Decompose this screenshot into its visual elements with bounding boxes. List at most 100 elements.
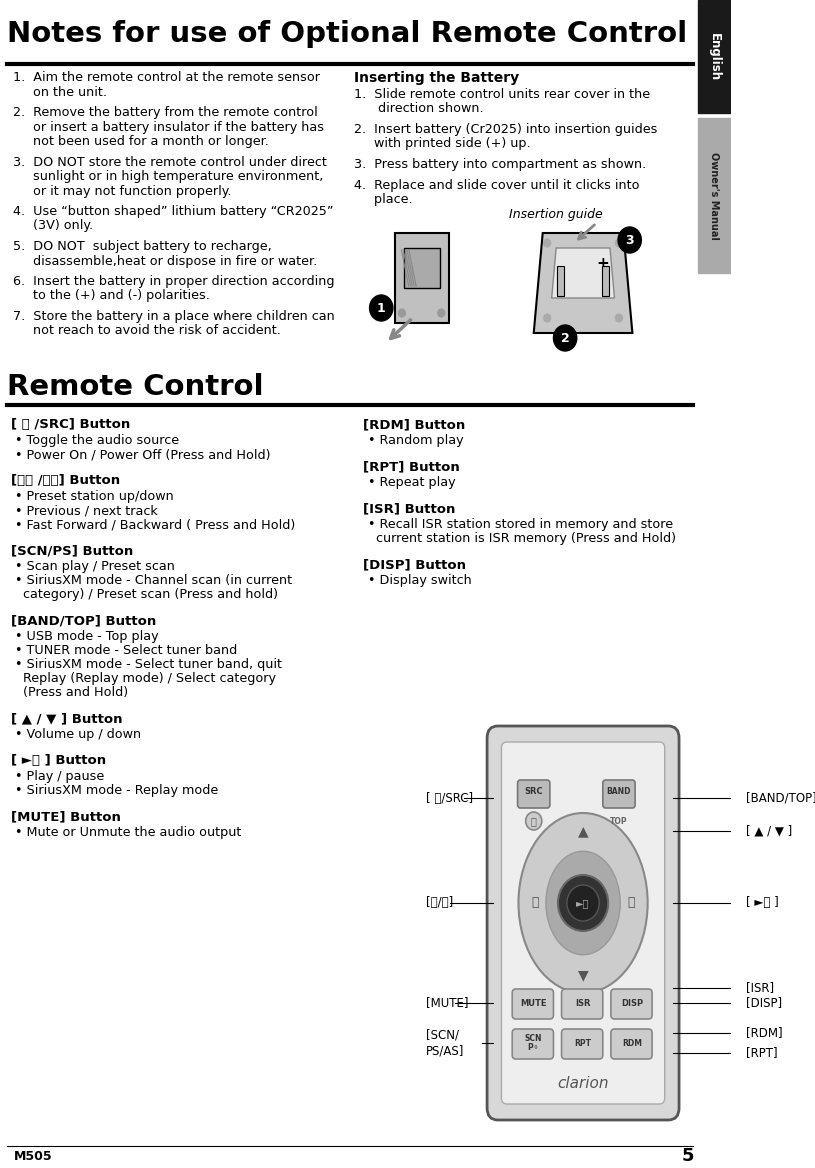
Bar: [602, 266, 609, 296]
Text: [SCN/PS] Button: [SCN/PS] Button: [11, 544, 133, 557]
Text: TOP: TOP: [610, 816, 628, 826]
Circle shape: [544, 239, 551, 246]
Text: to the (+) and (-) polarities.: to the (+) and (-) polarities.: [14, 290, 210, 303]
Text: RDM: RDM: [623, 1038, 642, 1048]
Text: [⏮/⏭]: [⏮/⏭]: [426, 897, 453, 910]
Text: 3.  DO NOT store the remote control under direct: 3. DO NOT store the remote control under…: [14, 155, 328, 168]
Circle shape: [615, 314, 623, 322]
Circle shape: [369, 296, 393, 321]
Text: not reach to avoid the risk of accident.: not reach to avoid the risk of accident.: [14, 325, 281, 338]
Text: [RDM] Button: [RDM] Button: [363, 418, 465, 431]
Text: Replay (Replay mode) / Select category: Replay (Replay mode) / Select category: [24, 672, 276, 684]
Text: 3.  Press battery into compartment as shown.: 3. Press battery into compartment as sho…: [355, 158, 646, 171]
Text: Notes for use of Optional Remote Control: Notes for use of Optional Remote Control: [7, 20, 687, 48]
Text: Inserting the Battery: Inserting the Battery: [355, 71, 519, 85]
Text: ⏻: ⏻: [531, 816, 536, 826]
Text: not been used for a month or longer.: not been used for a month or longer.: [14, 135, 269, 148]
FancyBboxPatch shape: [562, 989, 603, 1018]
Text: 7.  Store the battery in a place where children can: 7. Store the battery in a place where ch…: [14, 310, 335, 324]
Text: [ ⏻ /SRC] Button: [ ⏻ /SRC] Button: [11, 418, 130, 431]
Text: [DISP] Button: [DISP] Button: [363, 558, 466, 571]
Text: or it may not function properly.: or it may not function properly.: [14, 185, 232, 197]
FancyBboxPatch shape: [518, 780, 550, 808]
Text: sunlight or in high temperature environment,: sunlight or in high temperature environm…: [14, 171, 324, 183]
Text: M505: M505: [14, 1149, 52, 1162]
Text: Owner's Manual: Owner's Manual: [709, 152, 719, 239]
Text: • Toggle the audio source: • Toggle the audio source: [15, 434, 179, 447]
Text: • TUNER mode - Select tuner band: • TUNER mode - Select tuner band: [15, 644, 237, 656]
FancyBboxPatch shape: [487, 726, 679, 1120]
Text: [ ▲ / ▼ ]: [ ▲ / ▼ ]: [747, 825, 792, 837]
Text: SCN
P⚬: SCN P⚬: [525, 1034, 543, 1052]
Text: 2: 2: [561, 332, 570, 345]
Polygon shape: [552, 248, 615, 298]
Text: Remote Control: Remote Control: [7, 373, 264, 401]
Text: 1: 1: [377, 301, 385, 314]
Text: • SiriusXM mode - Channel scan (in current: • SiriusXM mode - Channel scan (in curre…: [15, 573, 293, 588]
Text: current station is ISR memory (Press and Hold): current station is ISR memory (Press and…: [376, 531, 676, 545]
Text: DISP: DISP: [621, 999, 644, 1008]
Text: • Previous / next track: • Previous / next track: [15, 505, 158, 517]
Text: [RPT]: [RPT]: [747, 1047, 778, 1059]
FancyBboxPatch shape: [611, 989, 652, 1018]
Text: [RDM]: [RDM]: [747, 1027, 783, 1040]
Text: Insertion guide: Insertion guide: [509, 208, 603, 221]
Bar: [698, 118, 731, 273]
Text: [ ►⏸ ] Button: [ ►⏸ ] Button: [11, 755, 106, 767]
Text: [SCN/
PS/AS]: [SCN/ PS/AS]: [426, 1029, 465, 1057]
Text: RPT: RPT: [575, 1038, 592, 1048]
Text: or insert a battery insulator if the battery has: or insert a battery insulator if the bat…: [14, 120, 324, 133]
Text: [ISR] Button: [ISR] Button: [363, 502, 456, 515]
Text: 1.  Slide remote control units rear cover in the: 1. Slide remote control units rear cover…: [355, 88, 650, 100]
Text: • Power On / Power Off (Press and Hold): • Power On / Power Off (Press and Hold): [15, 449, 271, 461]
Text: ⏭: ⏭: [628, 897, 635, 910]
FancyBboxPatch shape: [562, 1029, 603, 1059]
Text: • Scan play / Preset scan: • Scan play / Preset scan: [15, 559, 175, 573]
Text: 4.  Replace and slide cover until it clicks into: 4. Replace and slide cover until it clic…: [355, 179, 640, 192]
Text: with printed side (+) up.: with printed side (+) up.: [355, 138, 531, 151]
Text: [ ►⏸ ]: [ ►⏸ ]: [747, 897, 779, 910]
Text: ISR: ISR: [575, 999, 591, 1008]
Text: • Fast Forward / Backward ( Press and Hold): • Fast Forward / Backward ( Press and Ho…: [15, 517, 296, 531]
Text: direction shown.: direction shown.: [355, 103, 484, 116]
Text: [BAND/TOP]: [BAND/TOP]: [747, 792, 815, 805]
Text: • Random play: • Random play: [368, 434, 464, 447]
Circle shape: [558, 875, 608, 931]
Text: disassemble,heat or dispose in fire or water.: disassemble,heat or dispose in fire or w…: [14, 255, 318, 267]
Text: [MUTE]: [MUTE]: [426, 996, 469, 1009]
Text: BAND: BAND: [606, 787, 631, 797]
Text: [⏮⏮ /⏭⏭] Button: [⏮⏮ /⏭⏭] Button: [11, 474, 120, 487]
Circle shape: [618, 227, 641, 253]
Text: • Preset station up/down: • Preset station up/down: [15, 491, 174, 503]
FancyBboxPatch shape: [501, 742, 665, 1104]
Text: English: English: [707, 33, 720, 81]
Text: ►⏸: ►⏸: [576, 898, 590, 908]
Text: 5: 5: [681, 1147, 694, 1164]
Ellipse shape: [518, 813, 648, 993]
Text: [BAND/TOP] Button: [BAND/TOP] Button: [11, 614, 156, 627]
Text: [DISP]: [DISP]: [747, 996, 782, 1009]
Text: [RPT] Button: [RPT] Button: [363, 460, 460, 473]
Ellipse shape: [546, 851, 620, 954]
Circle shape: [399, 310, 405, 317]
Text: ▼: ▼: [578, 968, 588, 982]
Text: [ ⏻/SRC]: [ ⏻/SRC]: [426, 792, 474, 805]
FancyBboxPatch shape: [603, 780, 635, 808]
Text: 2.  Remove the battery from the remote control: 2. Remove the battery from the remote co…: [14, 106, 318, 119]
Text: MUTE: MUTE: [521, 999, 547, 1008]
Circle shape: [553, 325, 577, 352]
Text: • Repeat play: • Repeat play: [368, 477, 456, 489]
Text: SRC: SRC: [524, 787, 543, 797]
Text: on the unit.: on the unit.: [14, 85, 108, 98]
Bar: [698, 0, 731, 113]
Text: • Display switch: • Display switch: [368, 573, 472, 588]
Circle shape: [438, 310, 445, 317]
FancyBboxPatch shape: [611, 1029, 652, 1059]
Text: • Play / pause: • Play / pause: [15, 770, 104, 783]
Text: (Press and Hold): (Press and Hold): [24, 686, 129, 698]
Text: (3V) only.: (3V) only.: [14, 220, 94, 232]
Circle shape: [615, 239, 623, 246]
Text: clarion: clarion: [557, 1076, 609, 1091]
Polygon shape: [534, 232, 632, 333]
Bar: [557, 266, 564, 296]
